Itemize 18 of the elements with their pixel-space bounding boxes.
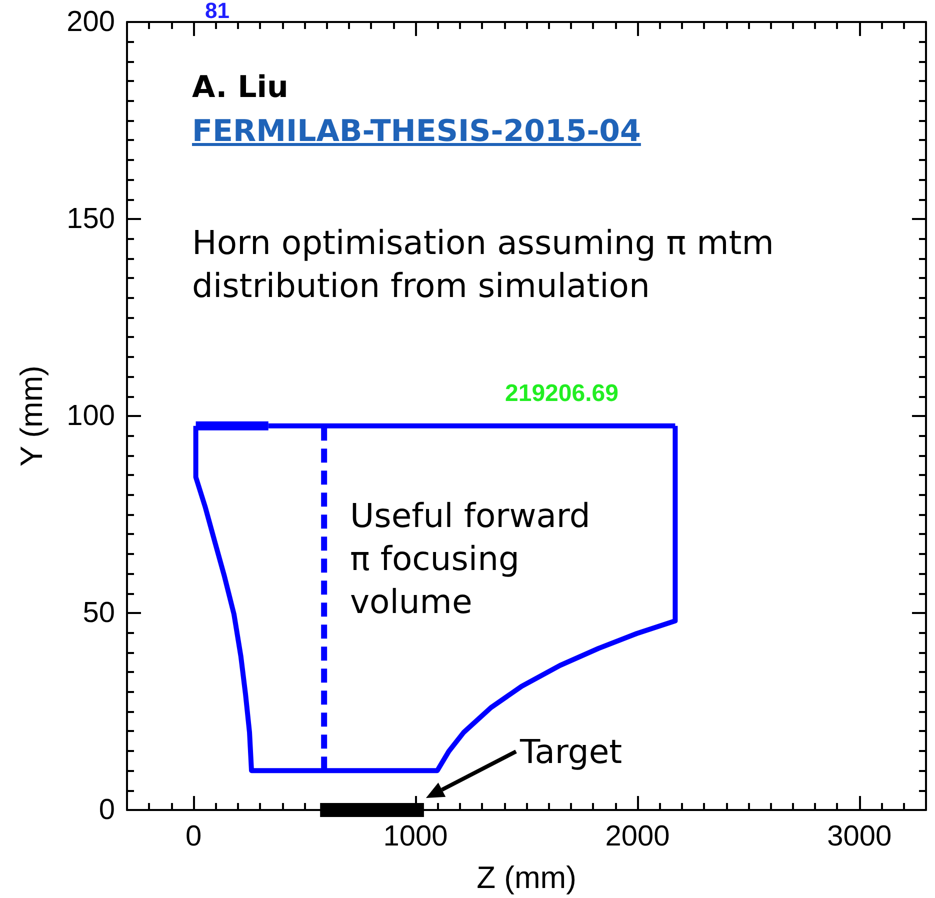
annotation: A. Liu xyxy=(192,70,288,105)
annotation: FERMILAB-THESIS-2015-04 xyxy=(192,114,641,149)
x-tick-label: 0 xyxy=(186,820,202,852)
y-tick-label: 50 xyxy=(82,597,115,629)
y-tick-label: 0 xyxy=(98,794,115,826)
annotation: Useful forward π focusing volume xyxy=(350,495,592,623)
x-axis-title: Z (mm) xyxy=(476,860,576,895)
y-axis-title: Y (mm) xyxy=(14,365,49,467)
x-tick-label: 2000 xyxy=(605,820,670,852)
y-tick-label: 150 xyxy=(66,203,115,235)
annotation: Target xyxy=(520,732,622,771)
x-tick-label: 3000 xyxy=(827,820,892,852)
annotation: 81 xyxy=(205,0,230,24)
y-tick-label: 200 xyxy=(66,6,115,38)
annotation: Horn optimisation assuming π mtm distribution from simulation xyxy=(192,222,775,307)
x-tick-label: 1000 xyxy=(383,820,448,852)
annotation: 219206.69 xyxy=(505,380,618,408)
y-tick-label: 100 xyxy=(66,400,115,432)
